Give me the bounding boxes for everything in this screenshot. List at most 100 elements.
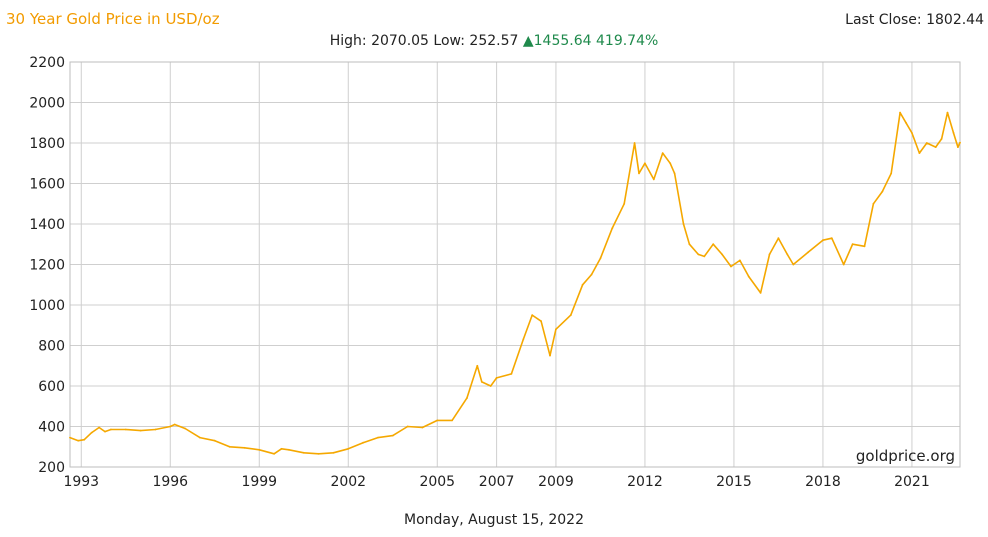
chart-date: Monday, August 15, 2022 (404, 512, 584, 528)
data-point (540, 320, 542, 323)
data-point (872, 202, 875, 205)
data-point (739, 259, 741, 262)
data-point (466, 397, 468, 399)
x-tick-label: 2018 (805, 474, 841, 490)
data-point (104, 430, 106, 433)
data-point (377, 436, 379, 439)
low-label: Low: (433, 33, 465, 49)
data-point (890, 172, 893, 175)
data-point (881, 190, 884, 193)
x-tick-label: 1996 (152, 474, 188, 490)
data-point (786, 253, 789, 256)
data-point (822, 239, 824, 242)
data-point (555, 328, 557, 331)
data-point (510, 373, 513, 375)
x-tick-label: 1999 (241, 474, 277, 490)
y-tick-label: 200 (38, 460, 65, 476)
price-stats: High: 2070.05 Low: 252.57 ▲1455.64 419.7… (0, 33, 988, 49)
data-point (362, 441, 364, 444)
low-value: 252.57 (469, 33, 519, 49)
data-point (952, 132, 955, 134)
data-point (531, 314, 534, 316)
data-point (703, 255, 706, 258)
data-point (124, 428, 127, 431)
data-point (842, 263, 845, 266)
data-point (139, 429, 142, 432)
data-point (98, 426, 100, 429)
data-point (899, 111, 901, 114)
data-point (273, 452, 275, 455)
x-tick-label: 1993 (63, 474, 99, 490)
x-tick-label: 2009 (538, 474, 574, 490)
data-point (959, 141, 961, 144)
data-point (495, 377, 498, 379)
data-point (673, 172, 676, 175)
data-point (243, 446, 246, 449)
y-tick-label: 1600 (29, 177, 65, 193)
data-point (228, 445, 231, 448)
data-point (768, 253, 771, 256)
last-close: Last Close: 1802.44 (845, 12, 984, 28)
data-point (391, 434, 394, 437)
data-point (522, 338, 525, 341)
data-point (184, 427, 187, 430)
data-point (830, 237, 833, 240)
data-point (940, 138, 943, 140)
data-point (925, 142, 928, 144)
x-tick-label: 2005 (419, 474, 455, 490)
data-point (721, 253, 723, 256)
data-point (905, 121, 907, 124)
data-point (652, 178, 655, 181)
data-point (489, 385, 492, 387)
data-point (302, 451, 305, 454)
last-close-label: Last Close: (845, 12, 922, 28)
y-tick-label: 1200 (29, 258, 65, 274)
data-point (712, 243, 715, 246)
data-point (199, 436, 201, 439)
data-point (77, 439, 80, 442)
data-point (451, 419, 453, 422)
data-point (406, 425, 409, 428)
data-point (934, 146, 937, 149)
x-tick-label: 2021 (894, 474, 930, 490)
data-point (911, 132, 913, 134)
data-point (169, 425, 172, 428)
y-tick-label: 2200 (29, 55, 65, 71)
x-tick-label: 2012 (627, 474, 663, 490)
data-point (638, 172, 640, 175)
data-point (549, 354, 551, 357)
data-point (661, 152, 664, 155)
watermark: goldprice.org (856, 447, 955, 465)
data-point (957, 146, 959, 149)
data-point (581, 283, 584, 286)
x-tick-label: 2002 (330, 474, 366, 490)
data-point (633, 142, 636, 144)
change-percent: 419.74% (596, 33, 659, 49)
data-point (476, 364, 479, 367)
x-tick-label: 2007 (479, 474, 515, 490)
data-point (317, 452, 320, 455)
data-point (851, 243, 854, 246)
data-point (280, 447, 283, 450)
data-point (697, 253, 700, 256)
last-close-value: 1802.44 (926, 12, 984, 28)
data-point (288, 448, 290, 451)
y-tick-label: 1000 (29, 298, 65, 314)
data-point (918, 152, 921, 155)
data-point (807, 251, 809, 254)
y-tick-label: 1800 (29, 136, 65, 152)
x-tick-label: 2015 (716, 474, 752, 490)
data-point (154, 428, 157, 431)
data-point (436, 419, 439, 422)
gold-price-line (69, 111, 961, 455)
change-value: 1455.64 (533, 33, 592, 49)
y-tick-label: 1400 (29, 217, 65, 233)
data-point (644, 162, 646, 165)
data-point (347, 447, 350, 450)
data-point (258, 448, 261, 451)
data-point (777, 237, 780, 240)
data-point (110, 428, 112, 431)
data-point (946, 111, 949, 114)
data-point (421, 426, 424, 429)
